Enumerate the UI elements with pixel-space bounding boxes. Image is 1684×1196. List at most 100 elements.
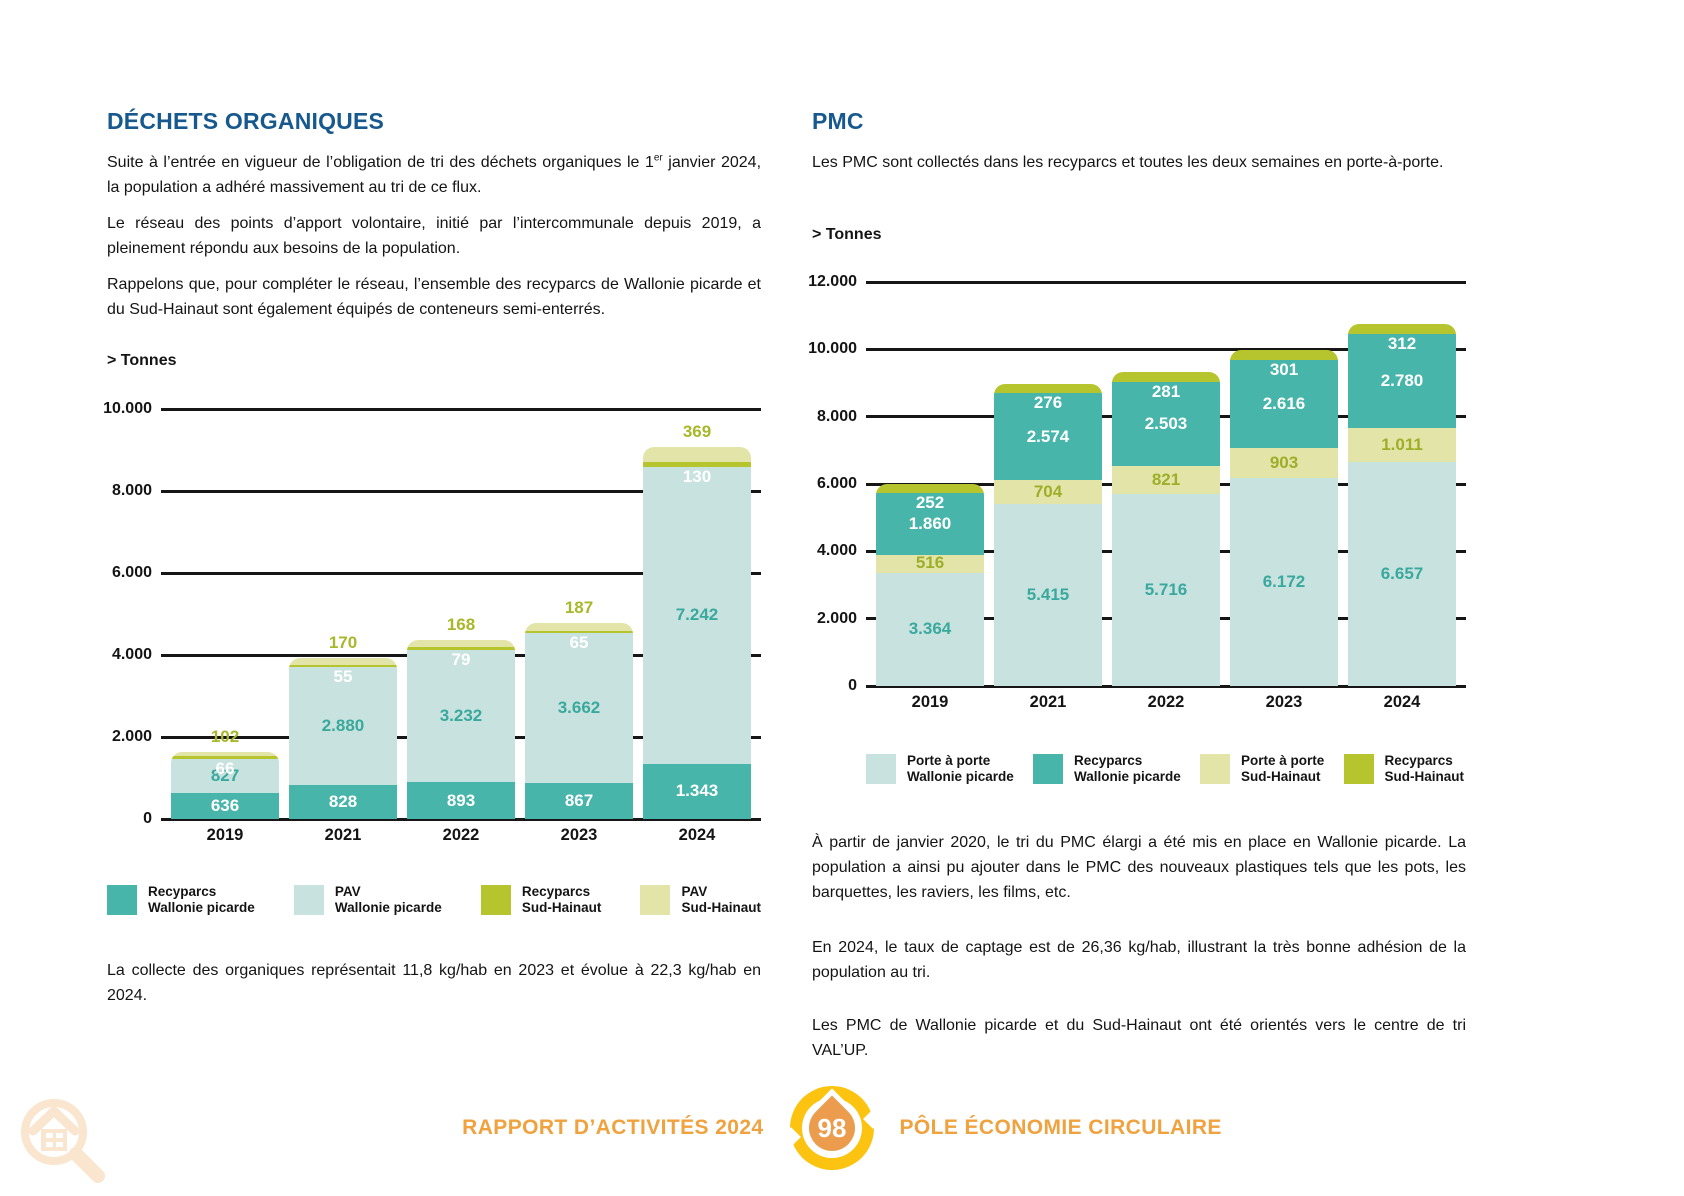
bar-value: 170 (328, 632, 358, 652)
bar-value: 1.343 (675, 781, 719, 801)
bar-value: 55 (333, 666, 353, 686)
legend-label: Recyparcs Sud-Hainaut (521, 884, 602, 915)
bar-stack (1230, 349, 1338, 686)
y-axis-tick: 2.000 (816, 609, 857, 627)
legend-label: Porte à porte Wallonie picarde (907, 753, 1014, 784)
bar-value: 5.415 (1026, 584, 1070, 604)
y-axis-tick: 0 (143, 810, 152, 827)
paragraph: Les PMC de Wallonie picarde et du Sud-Ha… (812, 1017, 1466, 1059)
x-axis-label: 2024 (1383, 693, 1421, 711)
segment (1112, 493, 1220, 686)
y-axis-tick: 4.000 (816, 542, 857, 560)
x-axis-label: 2024 (678, 826, 716, 844)
segment (525, 630, 633, 634)
segment (994, 480, 1102, 504)
segment (525, 623, 633, 631)
bar-value: 2.503 (1144, 413, 1188, 433)
segment (1230, 349, 1338, 360)
segment (171, 792, 279, 819)
gridline (161, 407, 761, 411)
y-axis-tick: 8.000 (111, 482, 152, 499)
gridline (866, 280, 1466, 284)
x-axis-label: 2022 (442, 826, 480, 844)
paragraph: Rappelons que, pour compléter le réseau,… (107, 276, 761, 318)
x-axis-label: 2019 (911, 693, 949, 711)
segment (1112, 381, 1220, 466)
bar-stack (525, 623, 633, 819)
bar-2024: 1.343 7.242 130 369 2024 (643, 422, 751, 844)
bar-value: 301 (1269, 359, 1299, 379)
bar-value: 66 (215, 759, 235, 779)
y-axis-tick: 6.000 (816, 475, 857, 492)
legend-item: PAV Sud-Hainaut (640, 884, 761, 916)
y-axis-tick: 10.000 (103, 400, 152, 417)
legend-swatch (107, 885, 137, 915)
y-axis-tick: 8.000 (816, 407, 857, 425)
segment (643, 467, 751, 764)
x-axis-label: 2019 (206, 826, 244, 844)
segment (289, 664, 397, 667)
y-axis-tick: 6.000 (111, 564, 152, 581)
bar-value: 516 (915, 552, 945, 572)
segment (1348, 427, 1456, 462)
page-number-badge: 98 (780, 1086, 883, 1170)
x-axis-label: 2021 (324, 826, 362, 844)
bar-value: 1.011 (1381, 434, 1423, 454)
segment (407, 782, 515, 819)
bar-2023: 867 3.662 65 187 2023 (525, 598, 633, 844)
y-axis-tick: 4.000 (111, 646, 152, 663)
legend-item: Recyparcs Wallonie picarde (107, 884, 255, 916)
segment (1348, 323, 1456, 335)
gridline (866, 684, 1466, 688)
legend-swatch (1343, 754, 1374, 784)
bar-value: 2.574 (1026, 426, 1070, 446)
paragraph: Les PMC sont collectés dans les recyparc… (812, 154, 1444, 171)
bar-value: 276 (1033, 393, 1063, 413)
segment (289, 657, 397, 665)
bar-value: 2.780 (1380, 371, 1424, 391)
axis-title-tonnes: > Tonnes (107, 352, 177, 369)
section-title-pmc: PMC (812, 108, 864, 134)
bar-value: 6.172 (1262, 572, 1306, 592)
organics-chart: 10.000 8.000 6.000 4.000 2.000 0 636 827 66 102 20… (103, 400, 761, 844)
segment (643, 446, 751, 462)
bar-value: 2.616 (1262, 393, 1306, 413)
y-axis-tick: 2.000 (111, 728, 152, 745)
bar-stack (994, 384, 1102, 686)
segment (1230, 447, 1338, 479)
legend-swatch (1200, 754, 1230, 784)
bar-value: 65 (569, 633, 589, 653)
bar-stack (171, 752, 279, 819)
y-axis-tick: 12.000 (808, 273, 857, 290)
segment (525, 633, 633, 784)
bar-value: 3.364 (908, 619, 952, 639)
bar-value: 168 (446, 614, 476, 634)
bar-2023: 6.172 903 2.616 301 2023 (1230, 349, 1338, 711)
segment (1112, 372, 1220, 382)
bar-2021: 828 2.880 55 170 2021 (289, 633, 397, 844)
legend-label: Recyparcs Sud-Hainaut (1384, 753, 1465, 784)
paragraph: Le réseau des points d’apport volontaire… (107, 215, 761, 257)
segment (994, 384, 1102, 394)
bar-stack (289, 657, 397, 819)
x-axis-label: 2022 (1147, 693, 1185, 711)
footer-section-title: PÔLE ÉCONOMIE CIRCULAIRE (899, 1116, 1222, 1139)
y-axis-tick: 10.000 (808, 340, 857, 358)
legend-label: Recyparcs Wallonie picarde (1074, 753, 1181, 784)
legend-item: PAV Wallonie picarde (293, 884, 442, 916)
paragraph: À partir de janvier 2020, le tri du PMC … (812, 834, 1466, 901)
bar-value: 6.657 (1380, 563, 1424, 583)
magnifier-house-watermark-icon (16, 1094, 116, 1196)
segment (643, 763, 751, 819)
gridline (161, 571, 761, 575)
segment (1112, 465, 1220, 494)
bar-stack (407, 639, 515, 819)
bars-area: 636 827 66 102 2019 828 2.880 55 170 2021 893 3.232… (161, 409, 761, 844)
legend-label: Porte à porte Sud-Hainaut (1241, 753, 1325, 784)
bars-area: 3.364 516 1.860 252 2019 5.415 704 2.574 276 2021… (866, 282, 1466, 711)
segment (407, 646, 515, 650)
segment (1348, 461, 1456, 686)
legend-item: Recyparcs Wallonie picarde (1033, 753, 1181, 785)
bar-value: 369 (682, 421, 712, 441)
segment (1348, 334, 1456, 428)
